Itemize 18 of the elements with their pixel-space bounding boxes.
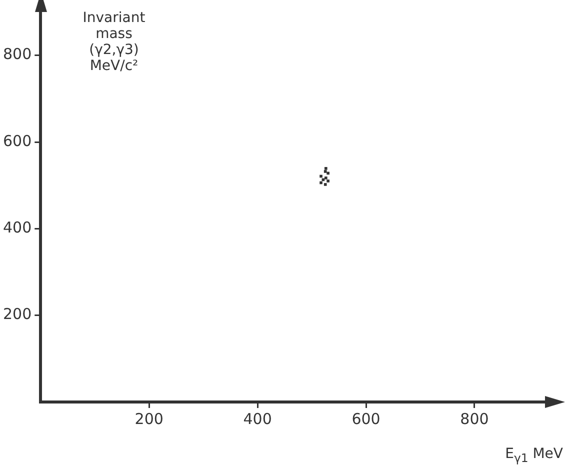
x-axis-title: E$_{γ1}$ MeV xyxy=(505,446,563,465)
x-tick-label: 400 xyxy=(243,410,272,428)
point xyxy=(324,183,327,186)
x-tick-label: 600 xyxy=(352,410,380,428)
y-tick-label: 200 xyxy=(2,305,32,324)
y-axis-title: Invariant mass (γ2,γ3) MeV/c² xyxy=(82,10,146,74)
y-tick-label: 800 xyxy=(2,45,32,64)
point xyxy=(326,180,330,182)
y-tick-label: 400 xyxy=(2,218,32,237)
point xyxy=(324,167,328,170)
point xyxy=(324,176,328,180)
point xyxy=(326,172,330,175)
x-tick-label: 200 xyxy=(134,410,164,428)
y-tick-label: 600 xyxy=(2,132,32,150)
point xyxy=(324,170,327,173)
point xyxy=(320,174,322,178)
x-tick-label: 800 xyxy=(460,410,489,428)
point xyxy=(320,181,322,184)
